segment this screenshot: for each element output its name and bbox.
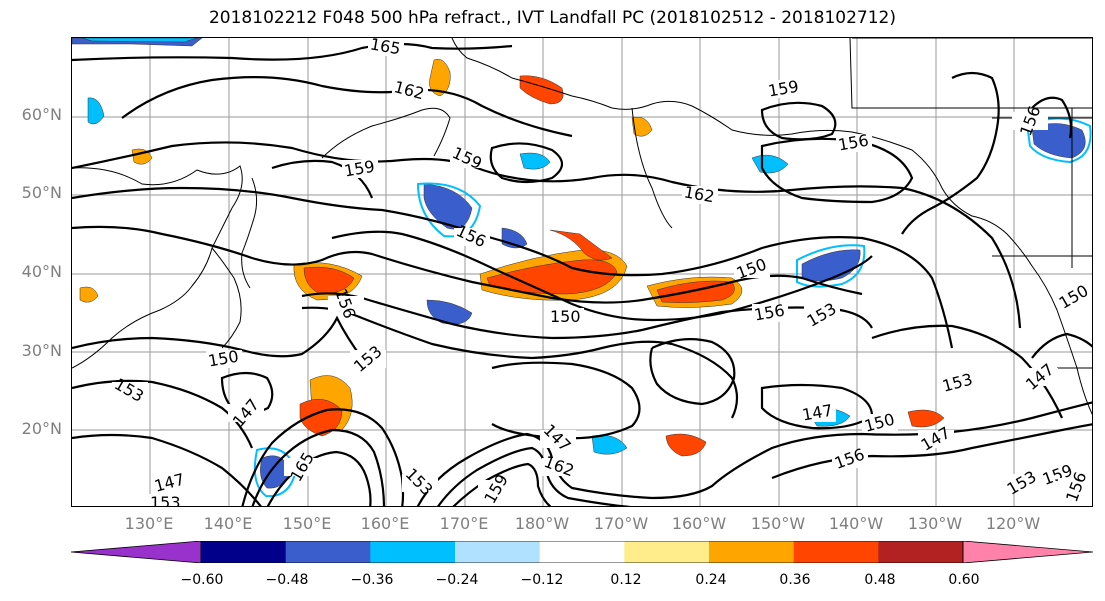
lon-label: 170°E — [439, 514, 489, 533]
contour-label: 153 — [111, 374, 147, 406]
lon-label: 170°W — [593, 514, 649, 533]
colorbar-tick-label: 0.60 — [948, 572, 980, 588]
colorbar-bin — [793, 541, 879, 563]
contour-label: 153 — [804, 299, 840, 331]
lat-label-40n: 40°N — [21, 262, 62, 281]
colorbar-tick-label: −0.48 — [265, 572, 309, 588]
lat-label-30n: 30°N — [21, 341, 62, 360]
colorbar-extension-low — [71, 541, 202, 563]
lon-label: 160°W — [671, 514, 727, 533]
colorbar-bin — [878, 541, 964, 563]
contour-label: 150 — [1056, 281, 1092, 313]
lon-label: 150°W — [750, 514, 806, 533]
contour-label: 147 — [540, 420, 575, 455]
contour-label: 153 — [1004, 467, 1040, 499]
lon-label: 180°W — [514, 514, 570, 533]
lat-label-50n: 50°N — [21, 183, 62, 202]
contour-label: 165 — [369, 38, 402, 58]
lon-label: 130°W — [907, 514, 963, 533]
colorbar-tick-label: 0.36 — [779, 572, 811, 588]
colorbar-bin — [455, 541, 541, 563]
lon-label: 140°E — [203, 514, 253, 533]
lon-label: 130°E — [124, 514, 174, 533]
colorbar-bin — [201, 541, 287, 563]
colorbar-tick-label: 0.24 — [695, 572, 727, 588]
lon-label: 140°W — [828, 514, 884, 533]
contour-label: 150 — [550, 307, 581, 326]
contour-label: 156 — [331, 286, 359, 321]
lat-label-60n: 60°N — [21, 105, 62, 124]
map-title: 2018102212 F048 500 hPa refract., IVT La… — [208, 8, 896, 28]
colorbar-tick-label: −0.24 — [435, 572, 479, 588]
map-panel: 165 162 159 159 156 150 150 156 153 159 … — [71, 37, 1093, 507]
contour-label: 150 — [734, 255, 769, 283]
lon-label: 150°E — [282, 514, 332, 533]
colorbar-bin — [370, 541, 456, 563]
lon-label: 120°W — [985, 514, 1041, 533]
colorbar-tick-label: −0.60 — [180, 572, 224, 588]
colorbar-tick-label: −0.36 — [350, 572, 394, 588]
colorbar-tick-label: 0.48 — [864, 572, 896, 588]
contour-label: 153 — [402, 464, 437, 499]
contour-label: 153 — [150, 493, 181, 507]
colorbar-bin — [285, 541, 371, 563]
lat-label-20n: 20°N — [21, 419, 62, 438]
colorbar-bin — [624, 541, 710, 563]
colorbar-bin — [709, 541, 795, 563]
contour-labels: 165 162 159 159 156 150 150 156 153 159 … — [111, 38, 1092, 507]
coastlines — [72, 38, 1092, 415]
colorbar-outline — [200, 541, 964, 563]
colorbar — [71, 541, 1093, 563]
contour-label: 156 — [453, 221, 489, 251]
contour-label: 156 — [832, 445, 867, 473]
colorbar-tick-label: 0.12 — [610, 572, 642, 588]
lon-label: 160°E — [360, 514, 410, 533]
colorbar-bin — [539, 541, 625, 563]
colorbar-extension-high — [962, 541, 1093, 563]
map-canvas: 165 162 159 159 156 150 150 156 153 159 … — [72, 38, 1092, 507]
contour-label: 147 — [229, 395, 263, 431]
colorbar-tick-label: −0.12 — [520, 572, 564, 588]
